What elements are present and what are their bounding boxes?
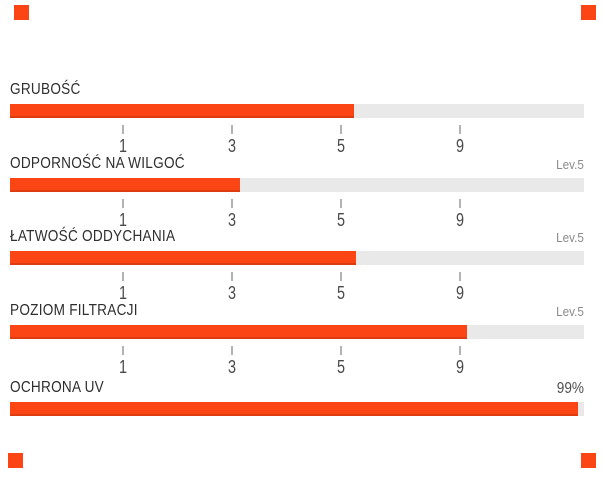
tick-label: 9 [456,357,465,377]
tick-mark [122,199,125,208]
tick-label: 3 [228,357,237,377]
bar-label: ŁATWOŚĆ ODDYCHANIA [10,228,176,245]
bar-fill [10,325,468,339]
tick-mark [231,199,234,208]
bar-fill [10,104,355,118]
tick-label: 9 [456,210,465,230]
tick-label: 9 [456,283,465,303]
bar-label: POZIOM FILTRACJI [10,302,138,319]
level-label: Lev.5 [556,304,584,319]
corner-marker-bottom-left [8,453,23,468]
tick-label: 1 [119,357,128,377]
tick-mark [340,125,343,134]
bar-label: OCHRONA UV [10,379,104,396]
tick-mark [459,346,462,355]
tick-mark [122,346,125,355]
tick-label: 5 [337,357,346,377]
level-label: Lev.5 [556,230,584,245]
percent-label: 99% [556,380,584,397]
tick-mark [459,125,462,134]
bar-track [10,104,584,118]
tick-mark [231,125,234,134]
tick-mark [231,346,234,355]
tick-scale: 1 3 5 9 [10,199,584,237]
tick-scale: 1 3 5 9 [10,125,584,163]
tick-mark [231,272,234,281]
bar-track [10,251,584,265]
tick-label: 5 [337,136,346,156]
tick-label: 1 [119,136,128,156]
bar-row-poziom: POZIOM FILTRACJI Lev.5 1 3 5 9 [10,302,584,384]
tick-mark [340,272,343,281]
bar-row-grubosc: GRUBOŚĆ 1 3 5 9 [10,81,584,163]
bar-track [10,325,584,339]
bar-fill [10,251,356,265]
tick-mark [122,272,125,281]
tick-label: 3 [228,136,237,156]
level-label: Lev.5 [556,157,584,172]
tick-scale: 1 3 5 9 [10,346,584,384]
tick-label: 9 [456,136,465,156]
bar-label: ODPORNOŚĆ NA WILGOĆ [10,155,185,172]
tick-label: 5 [337,210,346,230]
bar-track [10,178,584,192]
bar-fill [10,178,240,192]
bar-fill [10,402,579,416]
tick-label: 5 [337,283,346,303]
bar-row-latwosc: ŁATWOŚĆ ODDYCHANIA Lev.5 1 3 5 9 [10,228,584,310]
bar-label: GRUBOŚĆ [10,81,81,98]
tick-mark [340,199,343,208]
corner-marker-bottom-right [581,453,596,468]
tick-mark [340,346,343,355]
tick-label: 3 [228,283,237,303]
tick-scale: 1 3 5 9 [10,272,584,310]
tick-mark [459,272,462,281]
tick-mark [122,125,125,134]
corner-marker-top-right [581,5,596,20]
tick-label: 1 [119,283,128,303]
tick-mark [459,199,462,208]
corner-marker-top-left [14,5,29,20]
tick-label: 1 [119,210,128,230]
bar-row-ochrona-uv: OCHRONA UV 99% [10,379,584,416]
bar-track [10,402,584,416]
tick-label: 3 [228,210,237,230]
bar-row-odpornosc: ODPORNOŚĆ NA WILGOĆ Lev.5 1 3 5 9 [10,155,584,237]
